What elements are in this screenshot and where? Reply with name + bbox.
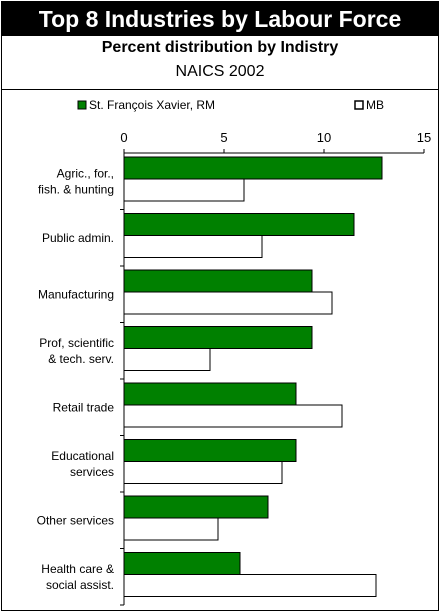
legend-label-series-2: MB	[366, 98, 384, 112]
bar-series-1-cat-1	[123, 213, 355, 236]
legend-label-series-1: St. François Xavier, RM	[89, 98, 215, 112]
x-tick-label-1: 5	[220, 130, 227, 145]
category-label-3: Prof, scientific & tech. serv.	[39, 336, 114, 366]
category-label-7: Health care & social assist.	[41, 562, 114, 592]
bar-series-1-cat-3	[123, 326, 313, 349]
bar-series-2-cat-4	[123, 404, 343, 428]
plot-area: 0 5 10 15 Agric., for., fish. & hunting Public…	[37, 130, 431, 606]
legend-swatch-series-1	[77, 100, 87, 110]
bar-series-1-cat-4	[123, 382, 297, 406]
bar-series-1-cat-6	[123, 495, 269, 519]
category-label-4: Retail trade	[53, 400, 115, 414]
bar-chart: St. François Xavier, RM MB 0 5 10 15 Agric.,…	[37, 98, 431, 606]
header-divider	[2, 89, 438, 90]
bar-series-2-cat-1	[123, 235, 263, 258]
category-label-6: Other services	[37, 513, 114, 527]
bar-series-2-cat-0	[123, 178, 245, 202]
bar-series-2-cat-7	[123, 574, 377, 597]
x-tick-label-0: 0	[120, 130, 127, 145]
chart-classification: NAICS 2002	[175, 63, 265, 80]
chart-subtitle: Percent distribution by Indistry	[101, 39, 339, 56]
bar-series-1-cat-7	[123, 552, 241, 575]
bar-series-2-cat-3	[123, 348, 211, 371]
category-label-1: Public admin.	[42, 231, 114, 245]
bar-series-2-cat-6	[123, 517, 219, 541]
x-tick-label-2: 10	[317, 130, 331, 145]
bar-series-2-cat-5	[123, 461, 283, 484]
x-tick-label-3: 15	[417, 130, 431, 145]
category-label-5: Educational services	[51, 449, 114, 479]
category-label-0: Agric., for., fish. & hunting	[38, 166, 114, 196]
legend-swatch-series-2	[354, 100, 364, 110]
bar-series-2-cat-2	[123, 291, 333, 315]
bar-series-1-cat-5	[123, 439, 297, 462]
bar-series-1-cat-0	[123, 156, 383, 180]
bar-series-1-cat-2	[123, 269, 313, 293]
category-label-2: Manufacturing	[38, 287, 114, 301]
chart-title: Top 8 Industries by Labour Force	[2, 2, 438, 36]
legend: St. François Xavier, RM MB	[77, 98, 384, 112]
